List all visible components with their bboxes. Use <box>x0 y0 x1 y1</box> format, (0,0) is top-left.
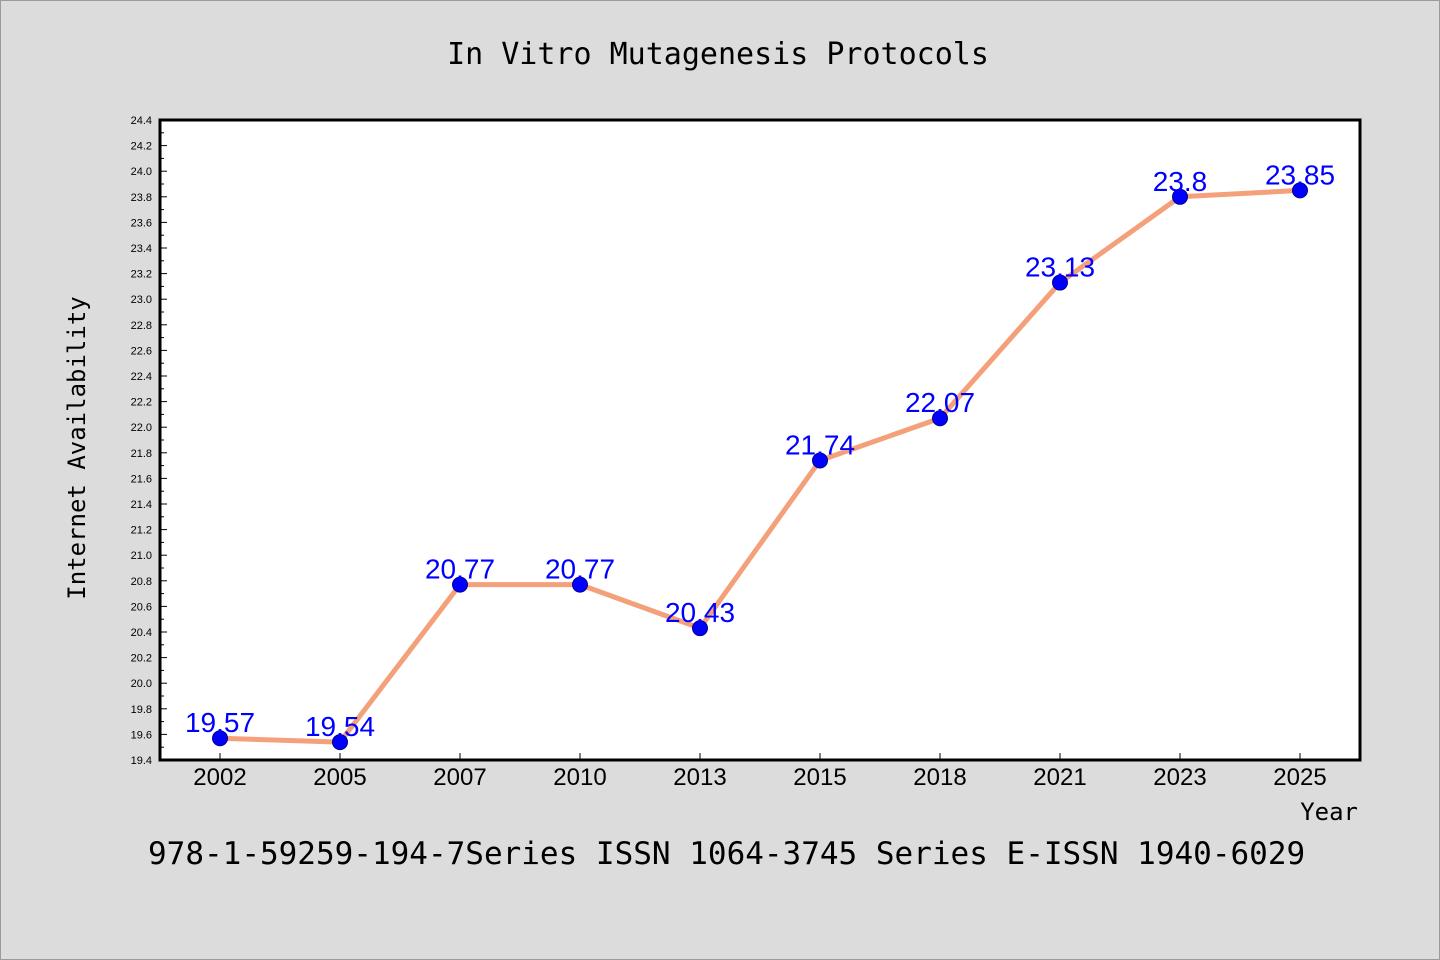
series-line <box>217 187 1303 745</box>
x-tick-label: 2025 <box>1273 764 1326 791</box>
x-tick-label: 2021 <box>1033 764 1086 791</box>
data-point-marker <box>932 410 948 427</box>
y-tick-label: 23.8 <box>131 192 152 204</box>
y-axis-label: Internet Availability <box>63 296 91 599</box>
x-tick-label: 2015 <box>793 764 846 791</box>
y-tick-label: 24.2 <box>131 141 152 153</box>
data-label: 23.13 <box>1025 252 1095 283</box>
x-tick-label: 2005 <box>313 764 366 791</box>
y-tick-label: 21.6 <box>131 473 152 485</box>
y-axis: 19.4 19.6 19.8 20.0 20.2 20.4 20.6 20.8 21.0 21.2… <box>131 115 167 767</box>
y-tick-label: 21.0 <box>131 550 152 562</box>
plot-area <box>158 118 1362 762</box>
y-tick-label: 22.8 <box>131 320 152 332</box>
data-label: 19.57 <box>185 707 255 738</box>
y-tick-label: 19.8 <box>131 704 152 716</box>
data-label: 19.54 <box>305 711 375 742</box>
series-line-group <box>217 187 1303 745</box>
data-point-marker <box>1292 182 1308 199</box>
data-point-marker <box>572 576 588 593</box>
y-tick-label: 20.0 <box>131 678 152 690</box>
x-tick-label: 2010 <box>553 764 606 791</box>
x-tick-label: 2007 <box>433 764 486 791</box>
data-label: 23.85 <box>1265 159 1335 190</box>
y-tick-label: 21.4 <box>131 499 152 511</box>
data-point-marker <box>812 452 828 469</box>
x-tick-label: 2023 <box>1153 764 1206 791</box>
y-tick-label: 23.2 <box>131 269 152 281</box>
data-label: 23.8 <box>1153 166 1208 197</box>
data-label: 20.43 <box>665 597 735 628</box>
data-labels-group: 19.57 19.54 20.77 20.77 20.43 21.74 22.07 23.13… <box>185 159 1335 742</box>
x-tick-label: 2018 <box>913 764 966 791</box>
x-tick-label: 2002 <box>193 764 246 791</box>
x-axis: 2002 2005 2007 2010 2013 2015 2018 2021 2023 2025 <box>193 753 1327 791</box>
y-tick-label: 20.2 <box>131 653 152 665</box>
y-tick-label: 23.6 <box>131 217 152 229</box>
y-tick-label: 24.0 <box>131 166 152 178</box>
data-point-marker <box>692 620 708 637</box>
data-point-marker <box>1052 274 1068 291</box>
data-point-marker <box>332 734 348 751</box>
y-tick-label: 21.2 <box>131 525 152 537</box>
y-tick-label: 19.4 <box>131 755 152 767</box>
y-tick-label: 22.0 <box>131 422 152 434</box>
data-point-marker <box>1172 188 1188 205</box>
y-tick-label: 20.6 <box>131 601 152 613</box>
data-label: 20.77 <box>545 554 615 585</box>
data-label: 22.07 <box>905 387 975 418</box>
y-tick-label: 24.4 <box>131 115 152 127</box>
data-label: 20.77 <box>425 554 495 585</box>
y-tick-label: 21.8 <box>131 448 152 460</box>
x-axis-label: Year <box>1300 798 1358 826</box>
y-tick-label: 20.8 <box>131 576 152 588</box>
x-tick-label: 2013 <box>673 764 726 791</box>
footer-isbn-issn: 978-1-59259-194-7Series ISSN 1064-3745 S… <box>148 836 1305 872</box>
data-point-marker <box>212 730 228 747</box>
y-tick-label: 22.2 <box>131 397 152 409</box>
y-tick-label: 23.4 <box>131 243 152 255</box>
chart-title: In Vitro Mutagenesis Protocols <box>447 37 989 72</box>
data-label: 21.74 <box>785 429 855 460</box>
data-point-marker <box>452 576 468 593</box>
y-tick-label: 20.4 <box>131 627 152 639</box>
y-tick-label: 22.4 <box>131 371 152 383</box>
y-tick-label: 22.6 <box>131 345 152 357</box>
y-tick-label: 23.0 <box>131 294 152 306</box>
markers-group <box>212 182 1308 751</box>
y-tick-label: 19.6 <box>131 729 152 741</box>
